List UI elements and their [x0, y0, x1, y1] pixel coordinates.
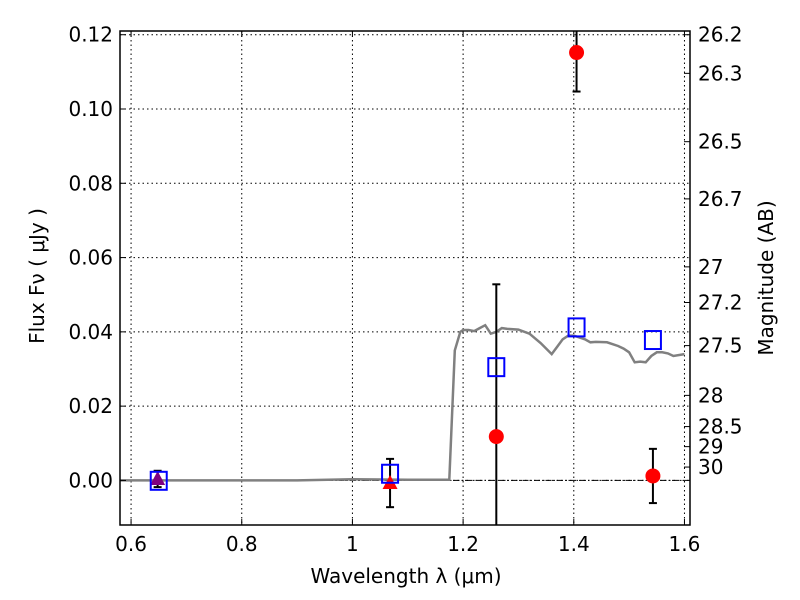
magnitude-tick-label: 26.5 [698, 130, 743, 154]
magnitude-tick-label: 26.7 [698, 187, 743, 211]
x-tick-label: 1.2 [447, 532, 479, 556]
model-band-point [381, 463, 400, 484]
model-band-point [643, 330, 662, 351]
x-tick-label: 0.8 [226, 532, 258, 556]
plot-frame [119, 30, 691, 526]
y-tick-label: 0.04 [68, 320, 113, 344]
axis-ticks: 0.6 0.8 1 1.2 1.4 1.6 0.00 0.02 0.04 0.06 0.08 0.10… [68, 23, 742, 556]
y-tick-label: 0.10 [68, 97, 113, 121]
model-band-point [149, 470, 168, 491]
observed-point [645, 468, 661, 484]
magnitude-tick-label: 27.5 [698, 334, 743, 358]
y-axis-title: Flux Fν ( μJy ) [25, 208, 49, 344]
magnitude-tick-label: 28.5 [698, 415, 743, 439]
magnitude-tick-label: 26.3 [698, 61, 743, 85]
model-band-point [567, 317, 586, 338]
y-tick-label: 0.02 [68, 394, 113, 418]
x-tick-label: 1.6 [669, 532, 701, 556]
y-tick-label: 0.06 [68, 246, 113, 270]
grid [120, 31, 690, 525]
magnitude-tick-label: 29 [698, 435, 723, 459]
data-marks [149, 31, 662, 525]
magnitude-tick-label: 27.2 [698, 291, 743, 315]
x-tick-label: 1.4 [558, 532, 590, 556]
magnitude-tick-label: 27 [698, 255, 723, 279]
observed-point [569, 45, 585, 61]
magnitude-axis-title: Magnitude (AB) [754, 200, 778, 355]
x-axis-title: Wavelength λ (μm) [310, 564, 501, 588]
upper-limit-point [150, 470, 166, 485]
x-tick-label: 0.6 [115, 532, 147, 556]
model-band-point [487, 357, 506, 378]
sed-model-line [120, 323, 685, 482]
magnitude-tick-label: 30 [698, 455, 723, 479]
y-tick-label: 0.08 [68, 171, 113, 195]
y-tick-label: 0.12 [68, 23, 113, 47]
y-tick-label: 0.00 [68, 468, 113, 492]
magnitude-tick-label: 26.2 [698, 23, 743, 47]
observed-point [488, 429, 504, 445]
magnitude-tick-label: 28 [698, 383, 723, 407]
x-tick-label: 1 [346, 532, 359, 556]
